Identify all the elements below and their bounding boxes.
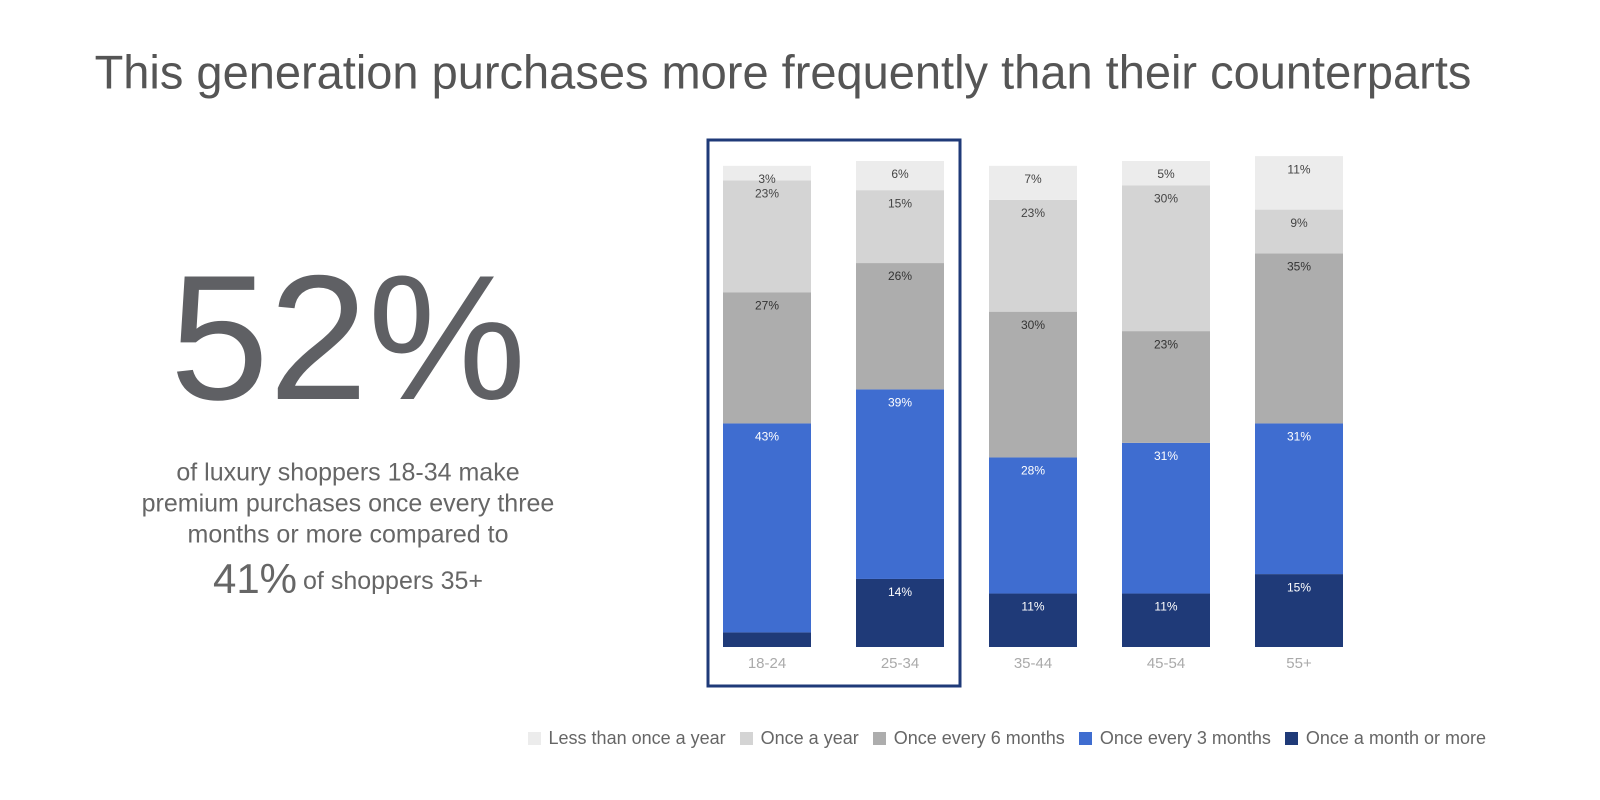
bar-segment [1255,209,1343,254]
legend-item: Once every 6 months [872,728,1065,749]
legend-item: Once a year [739,728,859,749]
bar-segment [989,593,1077,647]
bar-segment [856,263,944,390]
legend-swatch [739,732,753,745]
legend-item: Once a month or more [1284,728,1486,749]
bar-segment [723,180,811,293]
highlight-box [706,138,962,688]
data-label: 30% [1021,318,1045,332]
data-label: 39% [888,396,912,410]
data-label: 15% [888,196,912,210]
bar-segment [856,389,944,579]
data-label: 6% [891,167,909,181]
x-tick-label: 18-24 [748,655,786,672]
chart-title: This generation purchases more frequentl… [95,45,1472,98]
bar-segment [856,161,944,191]
data-label: 23% [1154,337,1178,351]
stat-text: of luxury shoppers 18-34 make [176,459,519,487]
bar-segment [723,423,811,633]
big-stat: 52% [170,238,526,437]
compare-label: of shoppers 35+ [303,567,483,595]
data-label: 11% [1154,600,1177,614]
data-label: 7% [1024,172,1042,186]
data-label: 28% [1021,464,1045,478]
bar-segment [1122,593,1210,647]
legend-label: Once a month or more [1305,728,1486,748]
bar-segment [1255,156,1343,210]
data-label: 30% [1154,191,1178,205]
data-label: 11% [1021,600,1044,614]
bar-segment [856,578,944,647]
legend-item: Less than once a year [527,728,726,749]
data-label: 3% [758,172,776,186]
legend-label: Once every 6 months [893,728,1065,748]
x-tick-label: 45-54 [1147,655,1185,672]
data-label: 27% [755,298,779,312]
x-tick-label: 25-34 [881,655,919,672]
x-tick-label: 35-44 [1014,655,1052,672]
legend-swatch [872,732,886,745]
bar-segment [1255,423,1343,575]
data-label: 23% [1021,206,1045,220]
data-label: 43% [755,430,779,444]
legend-item: Once every 3 months [1078,728,1271,749]
legend-label: Once every 3 months [1099,728,1271,748]
bar-segment [989,199,1077,312]
legend-label: Once a year [760,728,859,748]
bar-segment [1255,574,1343,647]
bar-segment [989,311,1077,458]
stat-text: premium purchases once every three [142,490,555,518]
bar-segment [1122,442,1210,594]
bar-segment [1122,185,1210,332]
compare-text: 41% of shoppers 35+ [213,555,483,602]
data-label: 15% [1287,580,1311,594]
bar-segment [989,165,1077,200]
legend-swatch [1078,732,1092,745]
legend: Less than once a year Once a year Once eve… [527,728,1486,749]
legend-label: Less than once a year [548,728,726,748]
legend-swatch [1284,732,1298,745]
data-label: 23% [755,187,779,201]
bar-segment [723,292,811,424]
x-tick-label: 55+ [1286,655,1312,672]
bar-segment [723,632,811,647]
compare-stat: 41% [213,555,297,602]
data-label: 11% [1287,162,1310,176]
bar-segment [1255,253,1343,424]
bar-segment [1122,331,1210,443]
data-label: 31% [1154,449,1178,463]
data-label: 31% [1287,430,1311,444]
bar-segment [989,457,1077,594]
data-label: 35% [1287,260,1311,274]
legend-swatch [527,732,541,745]
data-label: 14% [888,585,912,599]
bar-segment [856,190,944,264]
bar-segment [723,165,811,181]
data-label: 9% [1290,216,1308,230]
stat-text: months or more compared to [188,521,509,549]
data-label: 5% [1157,167,1175,181]
bar-segment [1122,161,1210,186]
data-label: 26% [888,269,912,283]
